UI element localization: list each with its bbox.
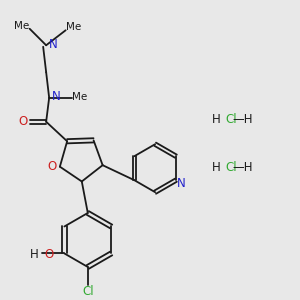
Text: N: N	[51, 90, 60, 104]
Text: H: H	[30, 248, 38, 261]
Text: O: O	[44, 248, 53, 261]
Text: H: H	[212, 113, 220, 127]
Text: Cl: Cl	[225, 113, 237, 127]
Text: —H: —H	[233, 113, 253, 127]
Text: N: N	[177, 177, 186, 190]
Text: Me: Me	[14, 21, 29, 31]
Text: H: H	[212, 161, 220, 175]
Text: Me: Me	[71, 92, 87, 102]
Text: O: O	[48, 160, 57, 173]
Text: Cl: Cl	[82, 285, 94, 298]
Text: —H: —H	[233, 161, 253, 175]
Text: Me: Me	[66, 22, 81, 32]
Text: Cl: Cl	[225, 161, 237, 175]
Text: O: O	[18, 115, 28, 128]
Text: N: N	[48, 38, 57, 51]
